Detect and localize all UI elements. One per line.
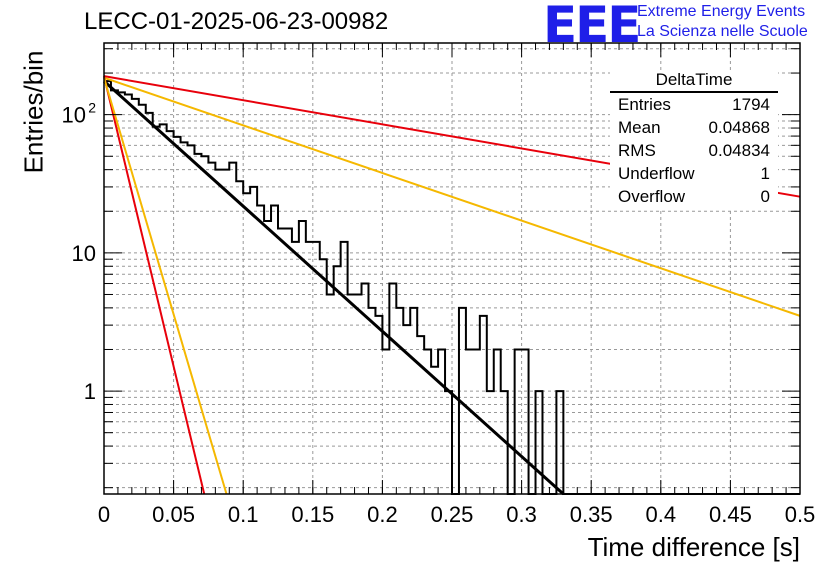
y-tick-label: 10 — [72, 241, 96, 266]
x-tick-label: 0.5 — [785, 502, 816, 527]
x-tick-label: 0.3 — [506, 502, 537, 527]
stats-value: 1794 — [732, 95, 770, 114]
stats-value: 1 — [760, 164, 770, 183]
y-tick-label: 10 — [62, 103, 86, 128]
stats-value: 0.04834 — [708, 141, 770, 160]
curve-fit — [102, 79, 565, 496]
x-tick-label: 0.4 — [646, 502, 677, 527]
stats-label: RMS — [618, 141, 656, 160]
stats-row-underflow: Underflow 1 — [610, 162, 778, 185]
stats-row-mean: Mean 0.04868 — [610, 116, 778, 139]
tick-labels: 0 0.05 0.1 0.15 0.2 0.25 0.3 0.35 0.4 0.45 0.51101… — [62, 100, 816, 527]
x-tick-label: 0.2 — [367, 502, 398, 527]
y-tick-label: 1 — [84, 379, 96, 404]
x-tick-label: 0.05 — [152, 502, 195, 527]
x-tick-label: 0.35 — [570, 502, 613, 527]
x-tick-label: 0.45 — [709, 502, 752, 527]
stats-value: 0 — [760, 187, 770, 206]
stats-row-overflow: Overflow 0 — [610, 185, 778, 208]
stats-title: DeltaTime — [610, 70, 778, 93]
x-tick-label: 0.15 — [291, 502, 334, 527]
x-tick-label: 0.25 — [431, 502, 474, 527]
eee-logo: EEE — [543, 0, 641, 54]
y-axis-label: Entries/bin — [18, 50, 49, 174]
x-axis-label: Time difference [s] — [587, 532, 800, 562]
fit-curves — [102, 75, 801, 496]
stats-label: Mean — [618, 118, 661, 137]
stats-value: 0.04868 — [708, 118, 770, 137]
stats-label: Overflow — [618, 187, 686, 206]
stats-row-entries: Entries 1794 — [610, 93, 778, 116]
y-tick-exponent: 2 — [88, 100, 96, 116]
x-tick-label: 0 — [98, 502, 110, 527]
axis-ticks — [103, 43, 801, 494]
stats-box: DeltaTime Entries 1794 Mean 0.04868 RMS … — [610, 70, 778, 208]
logo-line-2: La Scienza nelle Scuole — [637, 23, 808, 40]
curve-lower-bound — [103, 77, 228, 495]
curve-lower-bound — [103, 75, 206, 495]
stats-label: Underflow — [618, 164, 695, 183]
x-tick-label: 0.1 — [228, 502, 259, 527]
stats-label: Entries — [618, 95, 671, 114]
stats-row-rms: RMS 0.04834 — [610, 139, 778, 162]
logo-line-1: Extreme Energy Events — [637, 3, 806, 20]
curve-upper-bound — [103, 76, 801, 317]
chart-title: LECC-01-2025-06-23-00982 — [84, 8, 389, 35]
